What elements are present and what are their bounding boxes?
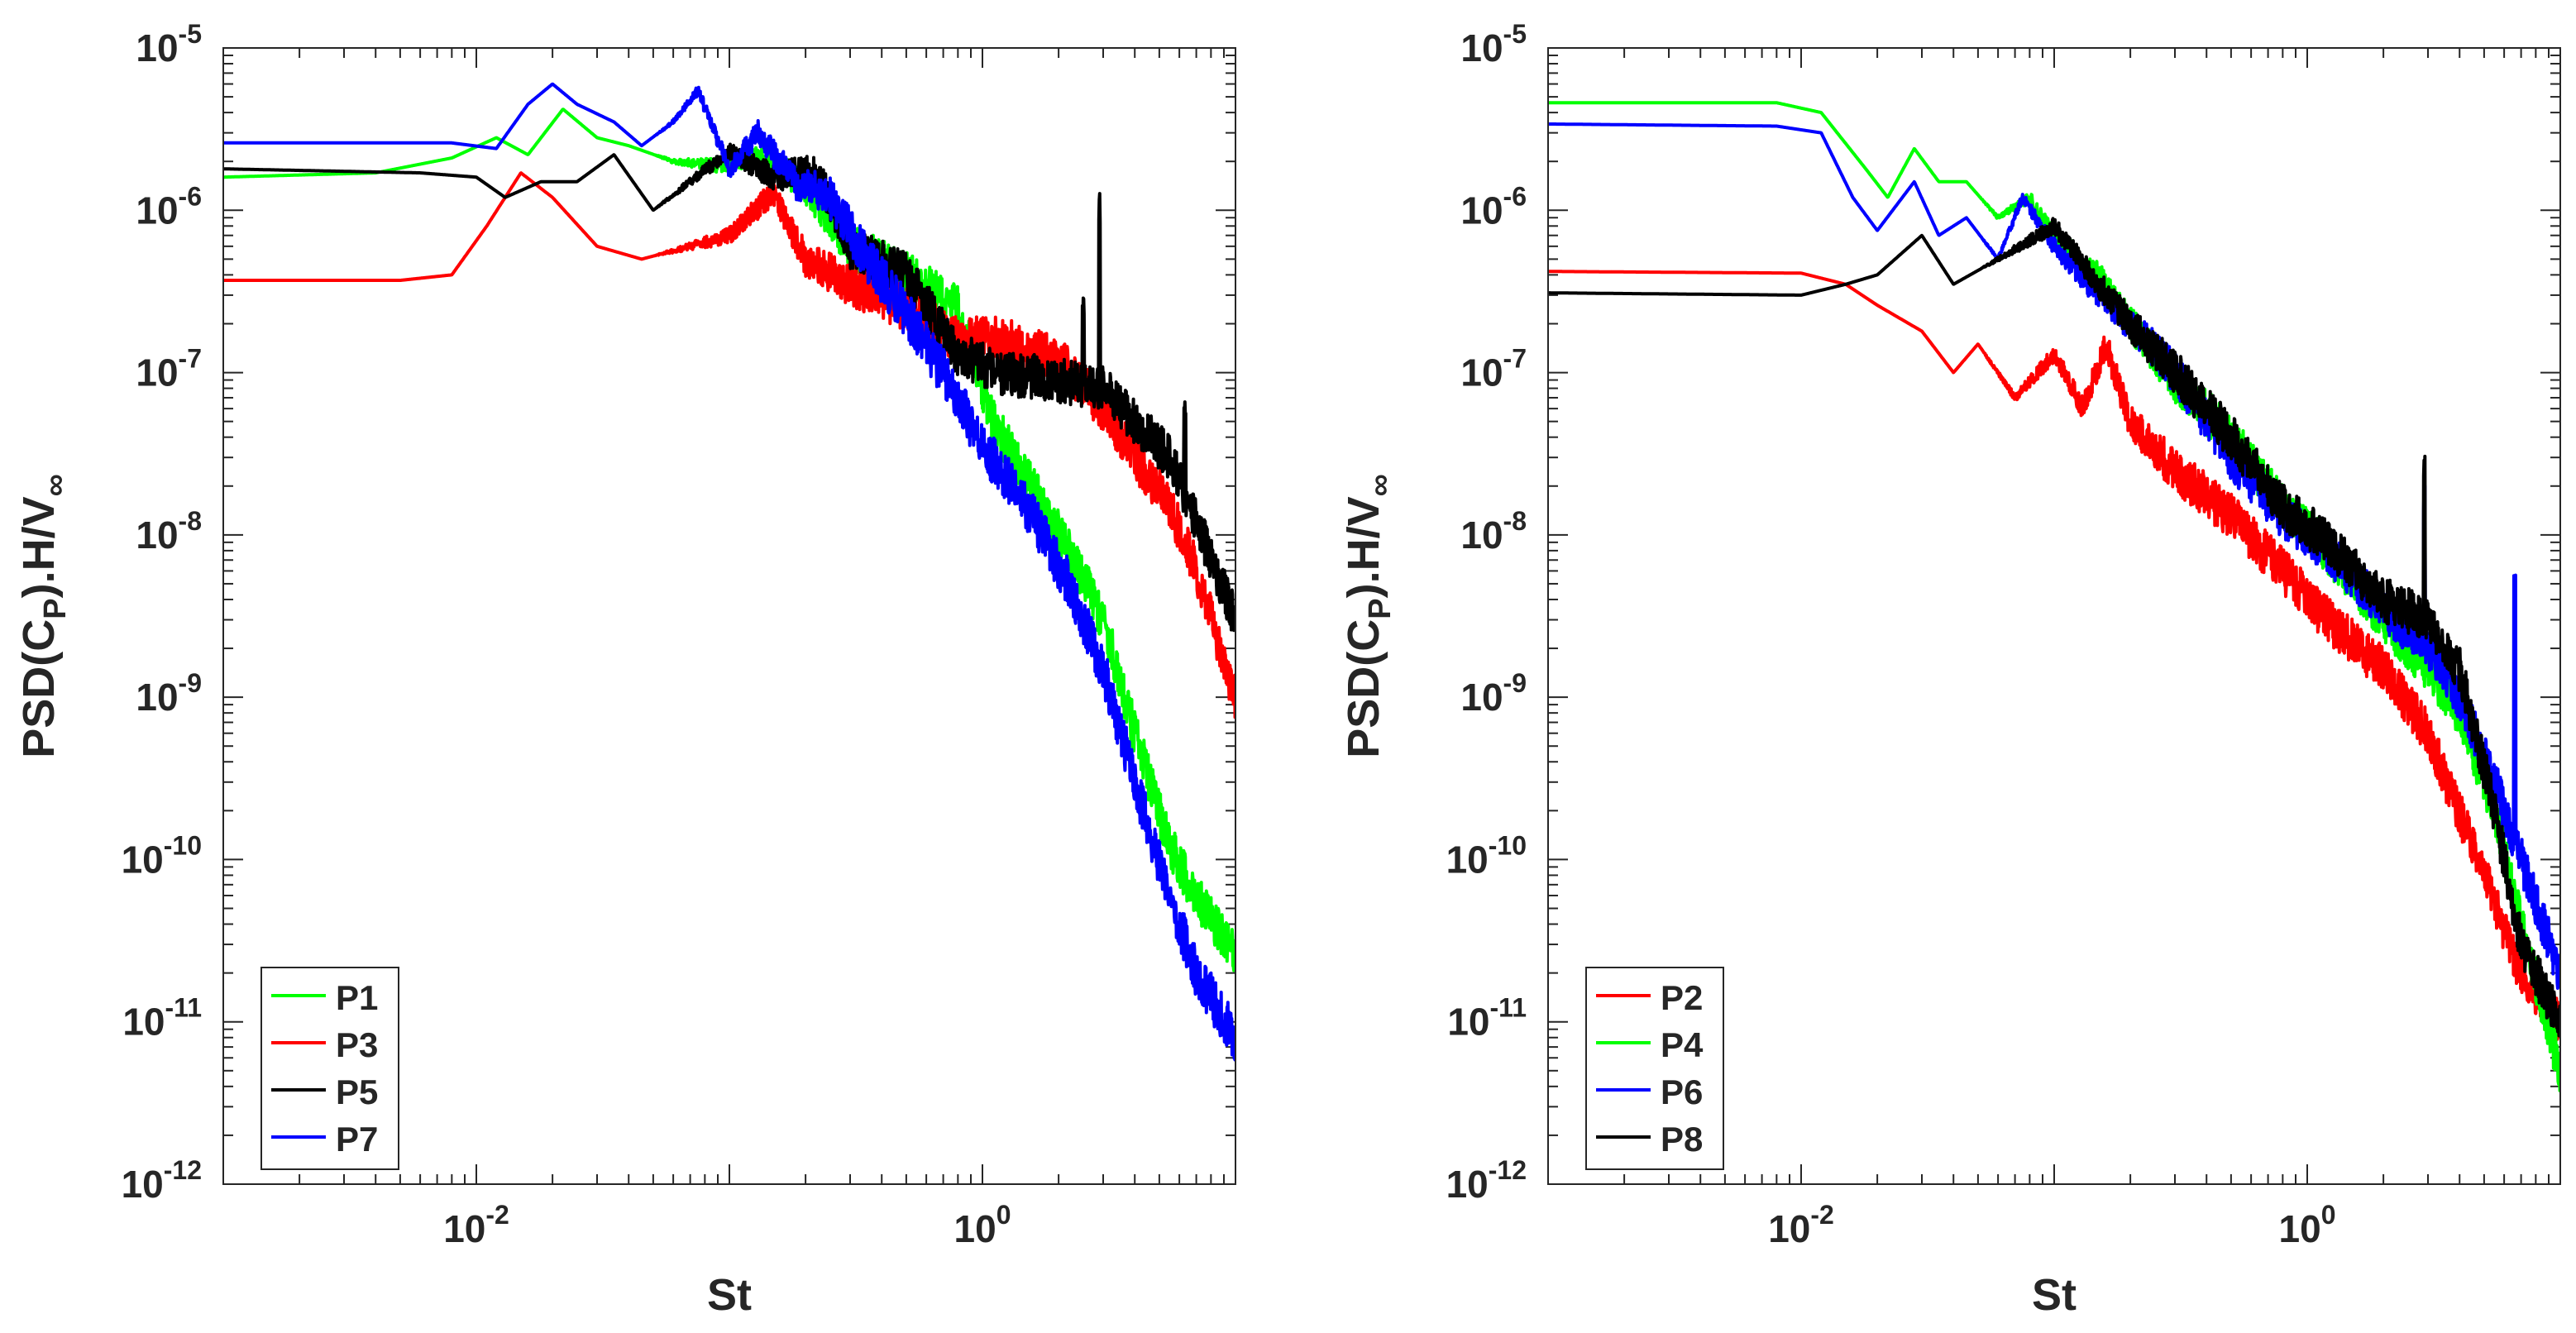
series-line-p2 — [1548, 270, 2560, 1041]
y-axis-label: PSD(CP).H/V∞ — [1339, 474, 1398, 757]
x-tick-label: 100 — [2279, 1200, 2336, 1250]
y-tick-label: 10-11 — [122, 993, 202, 1044]
series-line-p7 — [223, 82, 1235, 1062]
axes-box — [1547, 47, 2561, 1185]
axis-ticks — [1547, 48, 2560, 1185]
x-tick-label: 100 — [954, 1200, 1011, 1250]
y-tick-label: 10-7 — [136, 344, 202, 394]
series-line-p8 — [1548, 217, 2560, 1038]
y-tick-label: 10-12 — [1446, 1155, 1527, 1206]
y-tick-label: 10-8 — [1460, 506, 1527, 557]
y-tick-label: 10-6 — [136, 181, 202, 232]
series-line-p5 — [223, 142, 1235, 633]
x-axis-label: St — [707, 1270, 752, 1320]
legend-label-p8: P8 — [1661, 1120, 1703, 1159]
y-tick-label: 10-5 — [136, 19, 202, 69]
y-tick-label: 10-9 — [1460, 668, 1527, 719]
series-group — [223, 82, 1235, 1062]
y-tick-label: 10-5 — [1460, 19, 1527, 69]
axis-ticks — [222, 48, 1235, 1185]
legend-label-p6: P6 — [1661, 1073, 1703, 1111]
legend: P1 P3 P5 P7 — [260, 967, 399, 1170]
series-group — [1548, 101, 2560, 1092]
legend-label-p3: P3 — [336, 1025, 378, 1064]
y-axis-label: PSD(CP).H/V∞ — [14, 474, 73, 757]
y-tick-label: 10-10 — [1446, 830, 1527, 881]
legend: P2 P4 P6 P8 — [1585, 967, 1724, 1170]
legend-label-p1: P1 — [336, 978, 378, 1017]
legend-label-p7: P7 — [336, 1120, 378, 1159]
axes-box — [222, 47, 1236, 1185]
right-psd-chart: 10-5 10-6 10-7 10-8 10-9 10-10 10-11 10-12 10-2 1… — [1339, 19, 2561, 1320]
y-tick-label: 10-6 — [1460, 181, 1527, 232]
y-tick-label: 10-9 — [136, 668, 202, 719]
y-tick-label: 10-8 — [136, 506, 202, 557]
legend-label-p5: P5 — [336, 1073, 378, 1111]
y-tick-label: 10-7 — [1460, 344, 1527, 394]
series-line-p6 — [1548, 122, 2560, 990]
legend-label-p4: P4 — [1661, 1025, 1704, 1064]
x-axis-label: St — [2032, 1270, 2077, 1320]
y-tick-label: 10-10 — [122, 830, 202, 881]
left-psd-chart: 10-5 10-6 10-7 10-8 10-9 10-10 10-11 10-12 10-2 1… — [14, 19, 1236, 1320]
legend-label-p2: P2 — [1661, 978, 1703, 1017]
x-tick-label: 10-2 — [1768, 1200, 1834, 1250]
y-tick-label: 10-12 — [122, 1155, 202, 1206]
x-tick-label: 10-2 — [443, 1200, 509, 1250]
y-tick-label: 10-11 — [1447, 993, 1527, 1044]
